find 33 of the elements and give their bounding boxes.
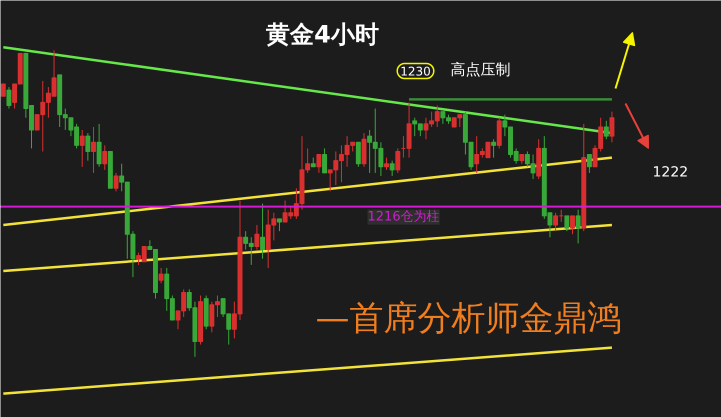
annotation: 高点压制: [450, 60, 510, 78]
candlestick: [564, 215, 570, 232]
candlestick: [114, 172, 118, 192]
candlestick: [316, 154, 322, 174]
candlestick: [604, 120, 609, 140]
candlestick: [395, 148, 400, 174]
candlestick: [158, 267, 164, 284]
candlestick: [254, 224, 260, 250]
candlestick: [96, 123, 102, 168]
annotation: 1230: [400, 64, 431, 78]
annotation: —首席分析师金鼎鸿: [316, 298, 622, 338]
candlestick: [322, 148, 328, 174]
candlestick: [85, 132, 90, 162]
candlestick: [576, 209, 581, 244]
candlestick: [276, 218, 282, 232]
ref-line-label: 1216仓为柱: [368, 210, 440, 225]
candlestick: [102, 144, 108, 170]
candlestick: [356, 142, 361, 168]
candlestick: [6, 86, 12, 110]
candlestick: [260, 203, 266, 260]
candlestick: [0, 84, 6, 97]
candlestick: [390, 160, 395, 176]
candlestick: [609, 111, 614, 143]
text: 1222: [652, 164, 688, 180]
candlestick: [91, 126, 96, 174]
candlestick: [384, 157, 389, 170]
candlestick: [80, 130, 85, 168]
candlestick: [310, 157, 316, 168]
candlestick: [491, 138, 496, 158]
candlestick: [586, 154, 592, 174]
chart-title: 黄金4小时: [265, 20, 379, 48]
candlestick: [519, 154, 524, 164]
candlestick: [570, 215, 575, 235]
